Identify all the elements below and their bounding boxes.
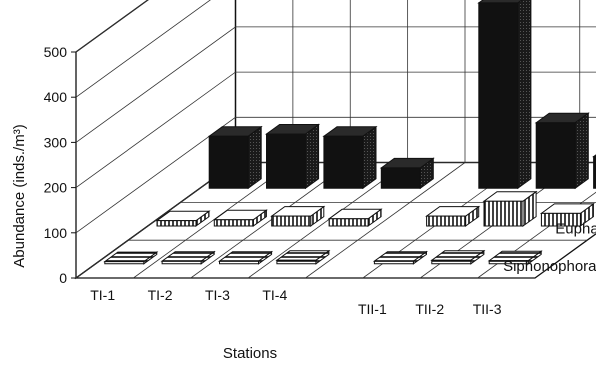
bar-side [574,112,589,190]
bar-front [328,218,369,227]
bar-copepoda-tii-3 [592,154,596,189]
x-tick-label: TI-1 [90,287,115,303]
bar-euphausiid-ti-3 [270,205,326,227]
bar-euphausiid-ti-4 [327,208,383,227]
x-tick-label: TI-2 [148,287,173,303]
series-label-siphonophora: Siphonophora [503,258,596,275]
y-gridline [75,0,149,53]
bar-side [362,125,377,190]
bar-siphonophora-ti-1 [103,251,159,265]
x-tick-label: TI-3 [205,287,230,303]
bar-side [247,125,262,190]
bar-copepoda-tii-1 [477,0,532,190]
bar-copepoda-ti-4 [379,157,435,190]
y-tick-label: 100 [44,225,68,241]
bar-front [431,259,472,265]
bar-siphonophora-ti-2 [160,250,216,265]
bar-siphonophora-tii-3 [487,250,543,265]
bar-side [517,0,532,190]
bar-siphonophora-tii-1 [372,250,429,265]
bar-siphonophora-ti-4 [275,249,331,265]
bar-euphausiid-ti-1 [155,210,211,227]
bar-front [156,220,197,227]
bar-front [161,260,202,265]
x-tick-label: TII-1 [358,301,387,317]
bar-copepoda-ti-2 [264,123,321,190]
bar-front [276,259,317,265]
bar-front [478,2,519,189]
series-label-euphausiid: Euphausiid [555,220,596,237]
bar-layer [103,0,596,265]
y-tick-label: 300 [44,134,68,150]
bar-front [323,135,364,189]
y-tick-label: 0 [59,270,67,286]
bar-siphonophora-tii-2 [430,249,486,265]
y-tick-label: 500 [44,44,68,60]
bar-front [483,200,524,227]
bar-front [271,215,312,227]
x-tick-label: TII-3 [473,301,502,317]
bar-copepoda-tii-2 [534,112,590,190]
bar-front [104,261,145,265]
bar-front [266,133,306,189]
bar-euphausiid-ti-2 [212,209,268,227]
bar-side [305,123,320,190]
bar-front [426,215,467,227]
bar-copepoda-ti-1 [207,125,263,190]
bar-copepoda-ti-3 [322,125,378,190]
bar-front [208,135,249,189]
bar-front [488,260,529,265]
bar-front [593,156,596,189]
bar-front [213,219,254,227]
y-gridline [75,116,596,234]
y-axis-title: Abundance (inds./m³) [11,124,28,267]
bar-front [540,212,581,227]
bar-front [219,260,259,265]
label-layer: Abundance (inds./m³) Stations 0 100 200 300… [11,44,596,362]
bar-euphausiid-tii-1 [425,205,481,227]
bar-euphausiid-tii-2 [482,190,538,227]
y-gridline [75,0,211,98]
y-tick-label: 400 [44,89,68,105]
bar-front [373,260,414,265]
x-tick-label: TII-2 [415,301,444,317]
y-gridline [75,26,596,143]
x-tick-label: TI-4 [262,287,287,303]
y-tick-label: 200 [44,180,68,196]
bar-front [380,167,421,189]
bar-front [535,122,576,189]
bar-siphonophora-ti-3 [217,250,274,265]
bar-euphausiid-tii-3 [539,202,595,227]
floor-gridline [305,162,466,279]
y-gridline [75,71,596,188]
x-axis-title: Stations [223,345,277,362]
